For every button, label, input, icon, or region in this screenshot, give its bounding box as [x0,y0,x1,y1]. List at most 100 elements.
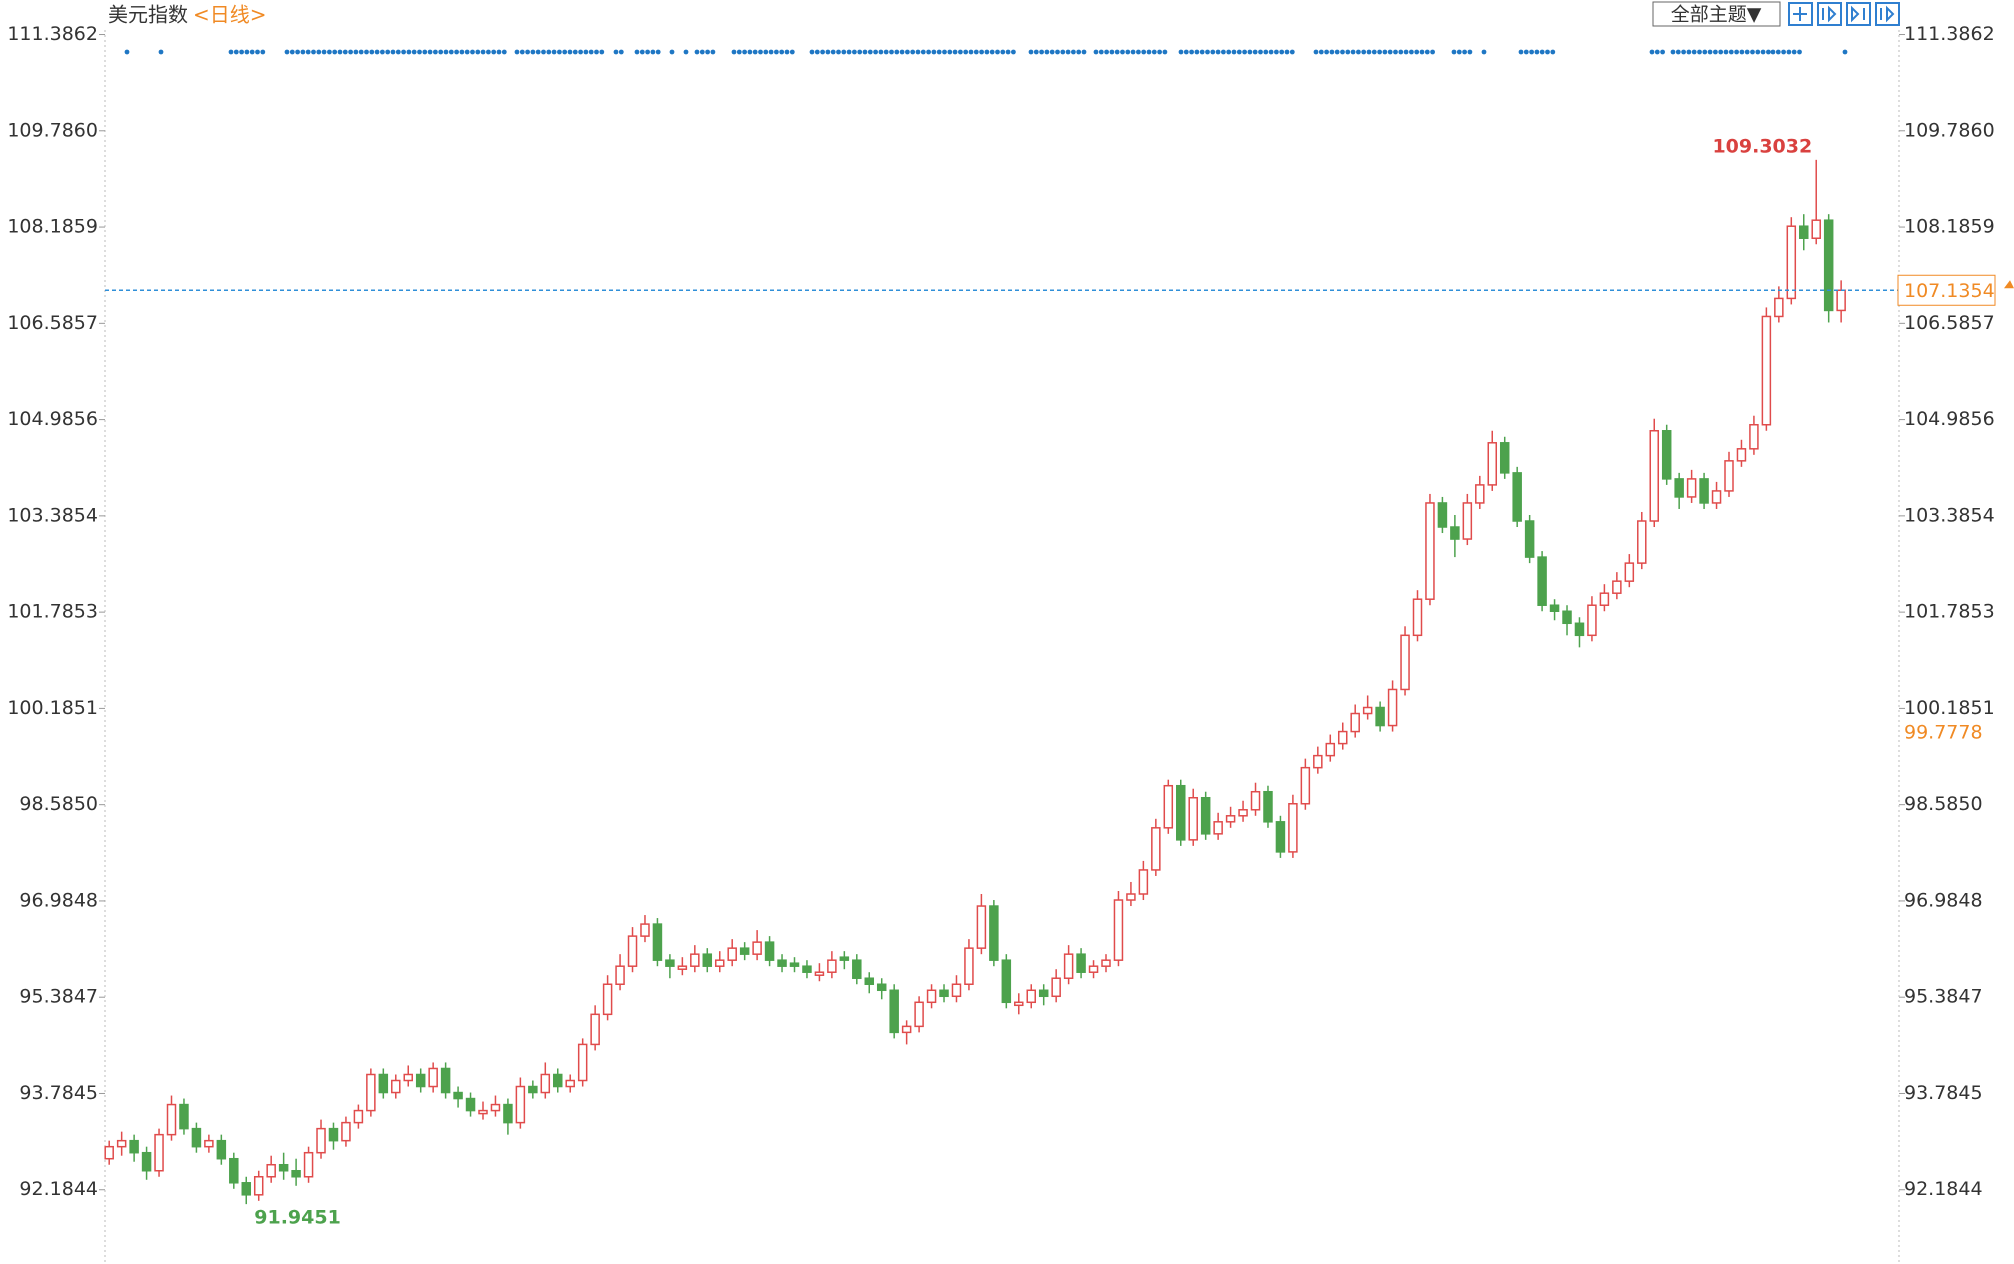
event-marker [1713,49,1718,55]
event-marker [995,49,1000,55]
event-marker [825,49,831,55]
event-marker [1424,49,1430,55]
candle-body [615,965,625,985]
event-marker [1247,49,1253,55]
event-marker [475,49,481,55]
candle-body [1512,472,1522,522]
event-marker [1044,49,1050,55]
event-marker [1098,49,1104,55]
candle-body [1624,562,1635,582]
event-marker [910,49,916,55]
event-marker [862,49,868,55]
event-marker [942,49,947,55]
event-marker [1120,49,1125,55]
event-marker [809,49,815,55]
event-marker [1005,49,1011,55]
candle-body [577,1043,588,1082]
theme-button[interactable]: 全部主题▼ [1671,4,1762,26]
event-marker [519,49,525,55]
event-marker [1104,49,1109,55]
event-marker [867,49,873,55]
event-marker [639,49,645,55]
event-marker [1670,49,1676,55]
event-marker [1258,49,1263,55]
candle-body [229,1157,239,1184]
event-marker [1215,49,1221,55]
event-marker [427,49,433,55]
event-marker [1781,49,1786,55]
period-link[interactable]: <日线> [193,3,267,27]
event-marker [1071,49,1076,55]
event-marker [936,49,942,55]
candle-body [1238,809,1248,817]
event-marker [1393,49,1398,55]
candle-body [1711,490,1722,504]
event-marker [1356,49,1361,55]
event-marker [459,49,465,55]
event-marker [613,49,619,55]
event-marker [814,49,820,55]
event-marker [873,49,878,55]
event-marker [124,49,130,55]
candle-body [266,1163,276,1178]
candle-body [166,1103,177,1136]
candle-body [465,1097,476,1112]
candle-body [989,905,999,961]
candle-body [1263,790,1273,823]
event-marker [931,49,937,55]
candle-body [1051,977,1061,998]
candle-body [1499,442,1510,474]
candle-body [1225,815,1236,823]
event-marker [830,49,836,55]
event-marker [1760,49,1766,55]
y-tick-label-right: 101.7853 [1904,601,1995,623]
event-marker [984,49,990,55]
y-tick-label: 111.3862 [7,23,98,45]
candle-body [839,956,850,961]
event-marker [557,49,562,55]
candle-body [391,1079,401,1094]
candle-body [1038,989,1049,998]
event-marker [1189,49,1194,55]
event-marker [562,49,568,55]
event-marker [958,49,963,55]
event-marker [158,49,164,55]
event-marker [501,49,507,55]
event-marker [1289,49,1295,55]
candle-body [752,941,762,955]
y-tick-label: 95.3847 [19,986,98,1008]
event-marker [583,49,589,55]
candle-body [154,1133,164,1172]
event-marker [705,49,710,55]
event-marker [634,49,640,55]
candle-body [1200,796,1211,835]
candle-body [1724,460,1734,492]
candle-body [665,959,675,967]
event-marker [1252,49,1258,55]
candle-body [1400,634,1410,691]
min-price-label: 91.9451 [254,1207,341,1229]
event-marker [249,49,255,55]
candle-body [478,1109,488,1115]
candle-body [216,1139,227,1160]
event-marker [454,49,459,55]
event-marker [1723,49,1729,55]
event-marker [1334,49,1340,55]
candle-body [1113,899,1124,961]
event-marker [915,49,921,55]
theme-button-frame[interactable] [1652,1,1781,27]
y-tick-label: 104.9856 [7,408,98,430]
max-price-label: 109.3032 [1712,135,1812,157]
event-marker [1146,49,1152,55]
event-marker [1345,49,1351,55]
event-marker [295,49,300,55]
toolbar-icons[interactable] [1788,2,1900,26]
event-marker [1545,49,1550,55]
candle-body [976,905,987,949]
event-marker [1686,49,1692,55]
candle-body [403,1073,413,1082]
event-marker [878,49,884,55]
event-marker [1109,49,1115,55]
candle-body [415,1073,426,1088]
event-marker [952,49,958,55]
